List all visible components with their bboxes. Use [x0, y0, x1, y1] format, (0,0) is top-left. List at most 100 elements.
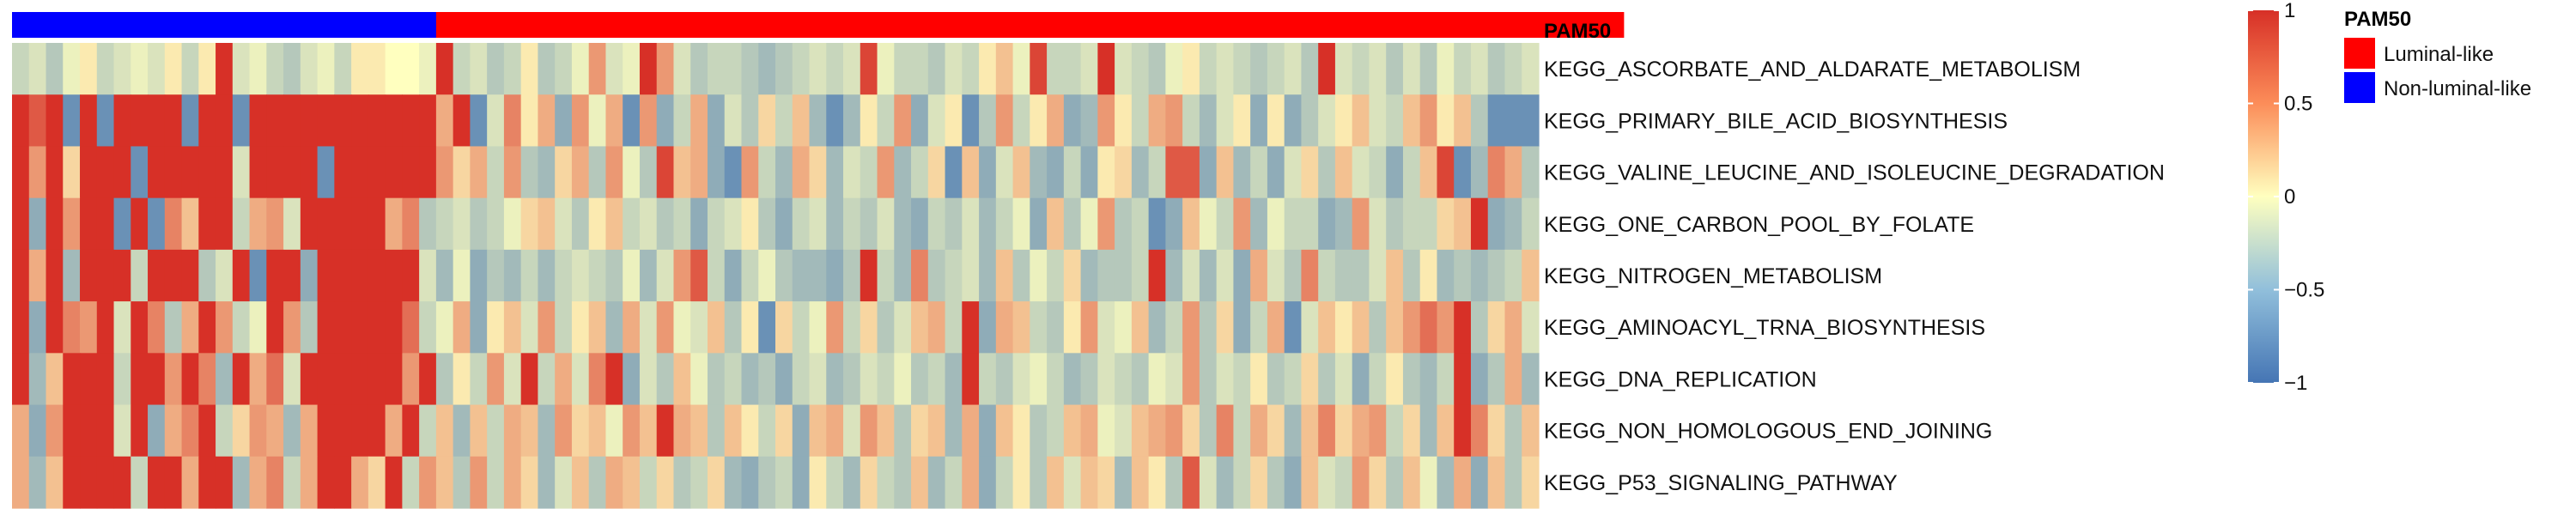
heatmap-cell	[1165, 456, 1183, 509]
heatmap-cell	[605, 301, 623, 354]
heatmap-cell	[503, 197, 522, 251]
heatmap-cell	[1182, 301, 1200, 354]
heatmap-cell	[1115, 43, 1133, 95]
heatmap-cell	[1115, 146, 1133, 199]
heatmap-cell	[28, 146, 47, 199]
heatmap-cell	[1012, 146, 1030, 199]
heatmap-cell	[12, 249, 30, 302]
heatmap-cell	[1522, 94, 1540, 148]
heatmap-cell	[555, 197, 573, 251]
heatmap-cell	[860, 404, 878, 457]
annotation-cell	[385, 12, 403, 38]
heatmap-cell	[470, 146, 488, 199]
heatmap-cell	[216, 456, 234, 509]
heatmap-cell	[538, 197, 556, 251]
heatmap-cell	[673, 301, 691, 354]
colorbar-tick-label: 1	[2284, 0, 2295, 22]
heatmap-cell	[656, 249, 675, 302]
heatmap-cell	[1115, 249, 1133, 302]
heatmap-cell	[181, 146, 199, 199]
annotation-cell	[1030, 12, 1048, 38]
heatmap-cell	[690, 301, 708, 354]
heatmap-cell	[181, 249, 199, 302]
heatmap-cell	[894, 353, 912, 406]
heatmap-cell	[300, 197, 319, 251]
heatmap-cell	[571, 197, 590, 251]
heatmap-cell	[46, 404, 64, 457]
heatmap-cell	[639, 146, 658, 199]
heatmap-cell	[63, 456, 81, 509]
heatmap-cell	[809, 197, 827, 251]
heatmap-cell	[435, 353, 454, 406]
heatmap-cell	[1131, 404, 1150, 457]
heatmap-cell	[1386, 404, 1404, 457]
heatmap-cell	[1216, 301, 1234, 354]
heatmap-cell	[1047, 197, 1065, 251]
heatmap-cell	[1233, 249, 1251, 302]
heatmap-cell	[266, 301, 284, 354]
heatmap-cell	[266, 43, 284, 95]
heatmap-cell	[96, 301, 115, 354]
heatmap-cell	[232, 146, 251, 199]
heatmap-cell	[12, 404, 30, 457]
heatmap-cell	[1284, 249, 1303, 302]
heatmap-cell	[1318, 404, 1336, 457]
heatmap-cell	[792, 301, 811, 354]
heatmap-cell	[1233, 146, 1251, 199]
heatmap-cell	[520, 456, 539, 509]
heatmap-cell	[470, 353, 488, 406]
heatmap-cell	[419, 197, 437, 251]
heatmap-cell	[639, 456, 658, 509]
heatmap-cell	[1352, 456, 1370, 509]
heatmap-cell	[232, 197, 251, 251]
heatmap-cell	[249, 301, 267, 354]
heatmap-cell	[1522, 353, 1540, 406]
annotation-cell	[1284, 12, 1303, 38]
heatmap-cell	[1318, 43, 1336, 95]
heatmap-cell	[28, 353, 47, 406]
heatmap-cell	[12, 301, 30, 354]
heatmap-cell	[148, 146, 166, 199]
heatmap-cell	[843, 353, 861, 406]
heatmap-cell	[1318, 301, 1336, 354]
heatmap-cell	[1165, 404, 1183, 457]
heatmap-cell	[1419, 456, 1438, 509]
heatmap-cells	[12, 43, 1540, 509]
heatmap-cell	[470, 197, 488, 251]
heatmap-cell	[1504, 404, 1522, 457]
heatmap-cell	[63, 146, 81, 199]
annotation-cell	[1386, 12, 1404, 38]
heatmap-cell	[843, 146, 861, 199]
heatmap-cell	[419, 94, 437, 148]
heatmap-cell	[962, 94, 980, 148]
heatmap-cell	[1233, 43, 1251, 95]
heatmap-cell	[741, 301, 759, 354]
heatmap-cell	[232, 94, 251, 148]
annotation-cell	[1487, 12, 1506, 38]
heatmap-cell	[1454, 197, 1472, 251]
heatmap-cell	[1012, 94, 1030, 148]
heatmap-cell	[1369, 146, 1387, 199]
heatmap-cell	[1030, 404, 1048, 457]
heatmap-cell	[520, 353, 539, 406]
legend-swatch	[2344, 38, 2375, 69]
heatmap-cell	[1402, 146, 1421, 199]
annotation-cell	[470, 12, 488, 38]
heatmap-cell	[80, 146, 98, 199]
heatmap-cell	[639, 43, 658, 95]
heatmap-cell	[1216, 404, 1234, 457]
heatmap-cell	[317, 197, 335, 251]
heatmap-cell	[809, 43, 827, 95]
annotation-cell	[690, 12, 708, 38]
heatmap-cell	[1148, 94, 1166, 148]
heatmap-cell	[571, 249, 590, 302]
heatmap-cell	[1470, 456, 1489, 509]
heatmap-cell	[945, 146, 963, 199]
heatmap-cell	[843, 249, 861, 302]
heatmap-cell	[538, 249, 556, 302]
row-label: KEGG_NON_HOMOLOGOUS_END_JOINING	[1544, 420, 1992, 444]
heatmap-cell	[1165, 249, 1183, 302]
annotation-cell	[317, 12, 335, 38]
heatmap-cell	[588, 456, 607, 509]
heatmap-cell	[1419, 301, 1438, 354]
